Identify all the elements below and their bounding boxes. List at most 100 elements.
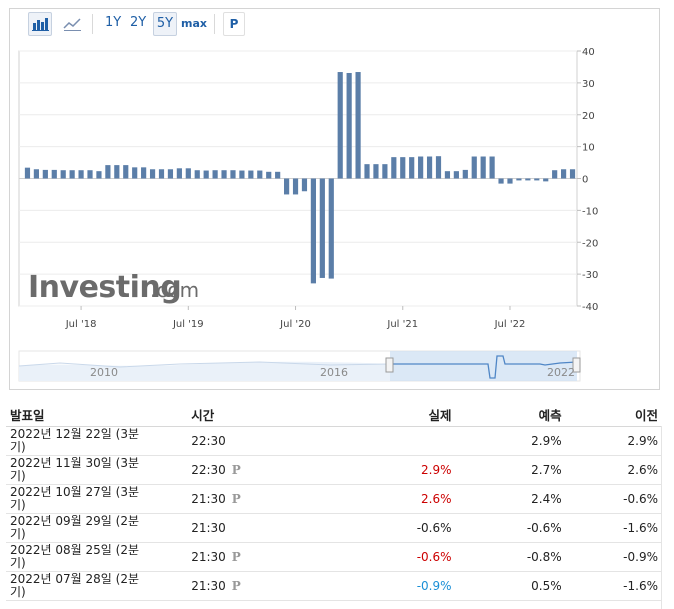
- bar[interactable]: [480, 156, 486, 179]
- y-tick-label: -10: [582, 206, 598, 217]
- navigator-right-handle[interactable]: [572, 357, 581, 373]
- bar[interactable]: [212, 170, 218, 179]
- bar[interactable]: [123, 165, 129, 179]
- bar[interactable]: [516, 178, 522, 181]
- bar[interactable]: [167, 169, 174, 179]
- bar[interactable]: [78, 170, 84, 179]
- bar[interactable]: [141, 167, 147, 179]
- bar[interactable]: [400, 157, 406, 179]
- bar[interactable]: [176, 168, 182, 179]
- bar[interactable]: [444, 171, 451, 179]
- period-max[interactable]: max: [181, 17, 207, 30]
- bar[interactable]: [257, 170, 263, 179]
- bar[interactable]: [96, 171, 102, 179]
- period-1y[interactable]: 1Y: [105, 15, 122, 30]
- bar[interactable]: [105, 165, 111, 179]
- bar[interactable]: [337, 72, 343, 179]
- bar[interactable]: [534, 178, 540, 181]
- table-right-border: [661, 426, 662, 609]
- bar[interactable]: [203, 170, 209, 179]
- bar[interactable]: [230, 170, 236, 179]
- chart-container: [9, 8, 660, 390]
- bar[interactable]: [507, 178, 513, 184]
- bar[interactable]: [489, 156, 495, 179]
- bar[interactable]: [221, 170, 227, 179]
- p-button[interactable]: P: [223, 12, 245, 36]
- range-navigator[interactable]: 2010 2016 2022: [18, 350, 581, 382]
- bar[interactable]: [498, 178, 504, 184]
- bar[interactable]: [310, 178, 316, 284]
- area-chart-button[interactable]: [60, 12, 84, 36]
- bar[interactable]: [24, 167, 31, 179]
- header-forecast[interactable]: 예측: [455, 402, 566, 427]
- bar[interactable]: [453, 171, 459, 179]
- bar[interactable]: [543, 178, 549, 182]
- navigator-line: [390, 355, 578, 379]
- preliminary-icon[interactable]: P: [231, 550, 241, 564]
- preliminary-icon[interactable]: P: [231, 463, 241, 477]
- bar[interactable]: [114, 165, 120, 179]
- preliminary-icon[interactable]: P: [231, 579, 241, 593]
- bar[interactable]: [158, 169, 165, 179]
- x-tick-label: Jul '20: [279, 319, 311, 330]
- bar[interactable]: [266, 171, 272, 179]
- bar[interactable]: [409, 157, 415, 179]
- bar[interactable]: [471, 156, 477, 179]
- bar[interactable]: [418, 156, 424, 179]
- header-actual[interactable]: 실제: [276, 402, 456, 427]
- header-previous[interactable]: 이전: [565, 402, 662, 427]
- release-date-line2: 기): [10, 440, 26, 454]
- navigator-left-handle[interactable]: [385, 357, 394, 373]
- bar[interactable]: [284, 178, 290, 195]
- bar[interactable]: [569, 169, 576, 179]
- bar[interactable]: [382, 164, 388, 179]
- period-5y[interactable]: 5Y: [153, 12, 177, 36]
- bar-chart-button[interactable]: [28, 12, 52, 36]
- bar[interactable]: [561, 169, 567, 179]
- bar[interactable]: [346, 72, 352, 179]
- bar[interactable]: [426, 156, 433, 179]
- release-time: 21:30 P: [187, 542, 277, 572]
- bar[interactable]: [42, 169, 48, 179]
- period-2y[interactable]: 2Y: [130, 15, 147, 30]
- bar[interactable]: [525, 178, 531, 181]
- bar[interactable]: [239, 170, 245, 179]
- bar[interactable]: [248, 170, 254, 179]
- bar[interactable]: [69, 170, 75, 179]
- bar[interactable]: [51, 169, 57, 179]
- release-date-line1: 2022년 09월 29일 (2분: [10, 514, 139, 528]
- bar[interactable]: [319, 178, 325, 278]
- actual-value: 2.9%: [276, 455, 456, 485]
- release-time: 22:30: [187, 426, 277, 456]
- actual-value: 2.6%: [276, 484, 456, 514]
- bar[interactable]: [391, 157, 397, 179]
- bar[interactable]: [275, 171, 281, 179]
- preliminary-icon[interactable]: P: [231, 492, 241, 506]
- bar[interactable]: [373, 164, 379, 179]
- release-date-line2: 기): [10, 585, 26, 599]
- bar[interactable]: [149, 169, 156, 179]
- bar[interactable]: [292, 178, 299, 195]
- header-time[interactable]: 시간: [187, 402, 277, 427]
- bar[interactable]: [552, 170, 558, 179]
- x-tick-label: Jul '18: [65, 319, 97, 330]
- navigator-label-2016: 2016: [320, 366, 348, 379]
- bar[interactable]: [185, 168, 191, 179]
- bar[interactable]: [364, 164, 370, 179]
- bar[interactable]: [328, 178, 334, 279]
- time-value: 21:30: [191, 492, 226, 506]
- bar[interactable]: [194, 170, 200, 179]
- header-release-date[interactable]: 발표일: [6, 402, 188, 427]
- bar[interactable]: [435, 156, 442, 179]
- bar[interactable]: [60, 170, 66, 179]
- bar[interactable]: [33, 169, 39, 179]
- bar[interactable]: [87, 170, 93, 179]
- time-value: 21:30: [191, 521, 226, 535]
- bar[interactable]: [301, 178, 308, 192]
- bar[interactable]: [132, 167, 138, 179]
- x-tick-label: Jul '19: [172, 319, 204, 330]
- bar[interactable]: [462, 169, 468, 179]
- forecast-value: 0.5%: [455, 571, 566, 601]
- actual-value: [276, 426, 456, 456]
- bar[interactable]: [355, 72, 361, 179]
